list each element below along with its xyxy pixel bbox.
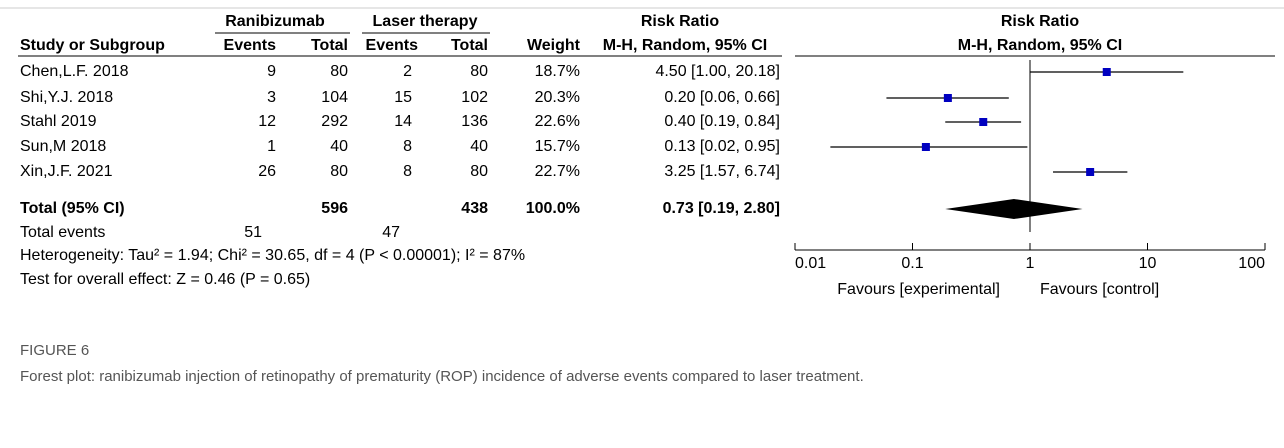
study-cell: 9 (267, 63, 276, 80)
total-cell: 438 (461, 200, 488, 217)
study-cell: 80 (330, 163, 348, 180)
effect-square (979, 118, 988, 126)
col-header: M-H, Random, 95% CI (958, 37, 1122, 54)
x-tick-label: 0.1 (901, 255, 923, 272)
effect-square (1086, 168, 1095, 176)
rr-header: Risk Ratio (1001, 13, 1079, 30)
study-cell: 3 (267, 89, 276, 106)
total-cell: 596 (321, 200, 348, 217)
study-cell: 292 (321, 113, 348, 130)
study-cell: 0.13 [0.02, 0.95] (664, 138, 780, 155)
caption-text: Forest plot: ranibizumab injection of re… (20, 368, 864, 385)
col-header: M-H, Random, 95% CI (603, 37, 767, 54)
x-tick-label: 100 (1238, 255, 1265, 272)
study-cell: 4.50 [1.00, 20.18] (655, 63, 780, 80)
col-header: Total (311, 37, 348, 54)
study-cell: 18.7% (535, 63, 580, 80)
total-diamond (945, 199, 1083, 219)
study-name: Chen,L.F. 2018 (20, 63, 129, 80)
study-name: Stahl 2019 (20, 113, 97, 130)
favours-right: Favours [control] (1040, 281, 1159, 298)
study-cell: 80 (330, 63, 348, 80)
group-header: Ranibizumab (225, 13, 325, 30)
study-cell: 22.6% (535, 113, 580, 130)
study-cell: 12 (258, 113, 276, 130)
study-cell: 3.25 [1.57, 6.74] (664, 163, 780, 180)
effect-square (1102, 68, 1111, 76)
study-cell: 15.7% (535, 138, 580, 155)
col-header: Weight (527, 37, 581, 54)
study-name: Xin,J.F. 2021 (20, 163, 113, 180)
col-header: Events (224, 37, 277, 54)
study-cell: 80 (470, 63, 488, 80)
study-cell: 104 (321, 89, 348, 106)
study-name: Sun,M 2018 (20, 138, 106, 155)
study-cell: 2 (403, 63, 412, 80)
x-tick-label: 0.01 (795, 255, 826, 272)
events-cell: 51 (244, 224, 262, 241)
total-cell: 100.0% (526, 200, 580, 217)
study-cell: 20.3% (535, 89, 580, 106)
col-header: Total (451, 37, 488, 54)
effect-square (943, 94, 952, 102)
study-cell: 136 (461, 113, 488, 130)
study-cell: 40 (330, 138, 348, 155)
effect-square (921, 143, 930, 151)
events-name: Total events (20, 224, 105, 241)
total-cell: 0.73 [0.19, 2.80] (663, 200, 780, 217)
study-cell: 0.20 [0.06, 0.66] (664, 89, 780, 106)
heterogeneity: Heterogeneity: Tau² = 1.94; Chi² = 30.65… (20, 247, 525, 264)
study-cell: 22.7% (535, 163, 580, 180)
study-cell: 8 (403, 163, 412, 180)
overall-effect: Test for overall effect: Z = 0.46 (P = 0… (20, 271, 310, 288)
study-cell: 15 (394, 89, 412, 106)
study-cell: 40 (470, 138, 488, 155)
caption-label: FIGURE 6 (20, 342, 89, 359)
total-name: Total (95% CI) (20, 200, 125, 217)
study-cell: 102 (461, 89, 488, 106)
events-cell: 47 (382, 224, 400, 241)
x-tick-label: 1 (1026, 255, 1035, 272)
study-cell: 80 (470, 163, 488, 180)
study-cell: 1 (267, 138, 276, 155)
study-cell: 26 (258, 163, 276, 180)
study-cell: 14 (394, 113, 412, 130)
study-cell: 8 (403, 138, 412, 155)
study-name: Shi,Y.J. 2018 (20, 89, 113, 106)
rr-header: Risk Ratio (641, 13, 719, 30)
col-header: Events (366, 37, 419, 54)
study-cell: 0.40 [0.19, 0.84] (664, 113, 780, 130)
x-tick-label: 10 (1139, 255, 1157, 272)
group-header: Laser therapy (373, 13, 478, 30)
favours-left: Favours [experimental] (837, 281, 1000, 298)
col-header: Study or Subgroup (20, 37, 165, 54)
